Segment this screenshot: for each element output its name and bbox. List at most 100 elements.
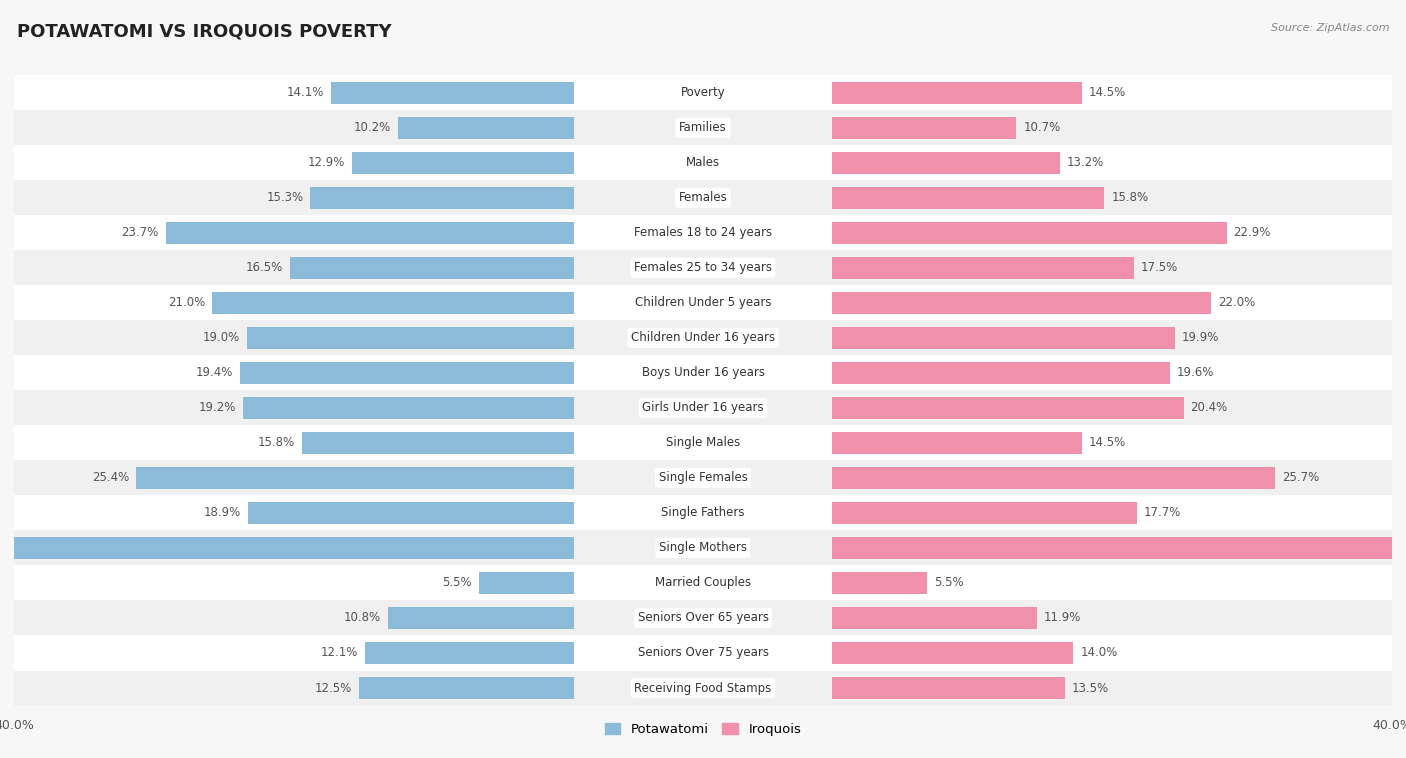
Text: Children Under 16 years: Children Under 16 years	[631, 331, 775, 344]
Text: 18.9%: 18.9%	[204, 506, 242, 519]
Bar	[14, 321, 1392, 356]
Text: 23.7%: 23.7%	[121, 227, 159, 240]
Text: 25.7%: 25.7%	[1282, 471, 1319, 484]
Bar	[311, 187, 574, 208]
Bar	[832, 642, 1073, 664]
Text: 10.8%: 10.8%	[344, 612, 381, 625]
Text: Single Females: Single Females	[658, 471, 748, 484]
Text: Married Couples: Married Couples	[655, 577, 751, 590]
Text: 12.9%: 12.9%	[308, 156, 344, 169]
Bar	[832, 432, 1083, 454]
Bar	[246, 327, 574, 349]
Text: Receiving Food Stamps: Receiving Food Stamps	[634, 681, 772, 694]
Text: Children Under 5 years: Children Under 5 years	[634, 296, 772, 309]
Bar	[832, 537, 1406, 559]
Text: Females 18 to 24 years: Females 18 to 24 years	[634, 227, 772, 240]
Text: Seniors Over 65 years: Seniors Over 65 years	[637, 612, 769, 625]
Text: Poverty: Poverty	[681, 86, 725, 99]
Bar	[832, 502, 1137, 524]
Bar	[14, 496, 1392, 531]
Bar	[14, 460, 1392, 496]
Bar	[14, 635, 1392, 671]
Bar	[398, 117, 574, 139]
Text: 15.3%: 15.3%	[266, 191, 304, 204]
Text: 14.5%: 14.5%	[1088, 86, 1126, 99]
Bar	[832, 607, 1038, 629]
Text: 21.0%: 21.0%	[167, 296, 205, 309]
Text: Males: Males	[686, 156, 720, 169]
Text: 17.7%: 17.7%	[1144, 506, 1181, 519]
Bar	[290, 257, 574, 279]
Text: 25.4%: 25.4%	[93, 471, 129, 484]
Bar	[832, 397, 1184, 418]
Bar	[14, 531, 1392, 565]
Bar	[352, 152, 574, 174]
Bar	[832, 362, 1170, 384]
Text: Single Fathers: Single Fathers	[661, 506, 745, 519]
Bar	[14, 390, 1392, 425]
Text: 13.2%: 13.2%	[1066, 156, 1104, 169]
Bar	[14, 250, 1392, 285]
Bar	[14, 285, 1392, 321]
Legend: Potawatomi, Iroquois: Potawatomi, Iroquois	[599, 717, 807, 741]
Bar	[330, 82, 574, 104]
Text: Females 25 to 34 years: Females 25 to 34 years	[634, 262, 772, 274]
Text: 10.7%: 10.7%	[1024, 121, 1060, 134]
Bar	[243, 397, 574, 418]
Bar	[832, 572, 927, 594]
Bar	[14, 356, 1392, 390]
Text: POTAWATOMI VS IROQUOIS POVERTY: POTAWATOMI VS IROQUOIS POVERTY	[17, 23, 391, 41]
Text: Girls Under 16 years: Girls Under 16 years	[643, 402, 763, 415]
Text: 22.9%: 22.9%	[1233, 227, 1271, 240]
Text: Single Males: Single Males	[666, 437, 740, 449]
Bar	[832, 82, 1083, 104]
Bar	[14, 215, 1392, 250]
Bar	[479, 572, 574, 594]
Bar	[14, 425, 1392, 460]
Bar	[832, 117, 1017, 139]
Bar	[832, 327, 1175, 349]
Bar	[832, 187, 1104, 208]
Bar	[832, 677, 1064, 699]
Bar	[14, 110, 1392, 146]
Text: Source: ZipAtlas.com: Source: ZipAtlas.com	[1271, 23, 1389, 33]
Text: 19.6%: 19.6%	[1177, 366, 1213, 379]
Text: 19.9%: 19.9%	[1182, 331, 1219, 344]
Bar	[239, 362, 574, 384]
Text: Families: Families	[679, 121, 727, 134]
Bar	[832, 222, 1226, 243]
Bar	[832, 257, 1133, 279]
Text: 22.0%: 22.0%	[1218, 296, 1256, 309]
Bar	[14, 600, 1392, 635]
Bar	[136, 467, 574, 489]
Bar	[14, 146, 1392, 180]
Text: 17.5%: 17.5%	[1140, 262, 1178, 274]
Bar	[832, 152, 1060, 174]
Text: 20.4%: 20.4%	[1191, 402, 1227, 415]
Text: 12.1%: 12.1%	[321, 647, 359, 659]
Text: 12.5%: 12.5%	[315, 681, 352, 694]
Bar	[14, 565, 1392, 600]
Bar	[832, 292, 1211, 314]
Text: 5.5%: 5.5%	[934, 577, 963, 590]
Text: Single Mothers: Single Mothers	[659, 541, 747, 554]
Text: 19.2%: 19.2%	[198, 402, 236, 415]
Text: 14.1%: 14.1%	[287, 86, 323, 99]
Bar	[359, 677, 574, 699]
Text: 14.0%: 14.0%	[1080, 647, 1118, 659]
Text: 15.8%: 15.8%	[257, 437, 295, 449]
Text: Boys Under 16 years: Boys Under 16 years	[641, 366, 765, 379]
Bar	[366, 642, 574, 664]
Text: 10.2%: 10.2%	[354, 121, 391, 134]
Bar	[14, 75, 1392, 110]
Text: Seniors Over 75 years: Seniors Over 75 years	[637, 647, 769, 659]
Text: 16.5%: 16.5%	[246, 262, 283, 274]
Bar	[166, 222, 574, 243]
Text: 19.0%: 19.0%	[202, 331, 239, 344]
Bar	[388, 607, 574, 629]
Text: 15.8%: 15.8%	[1111, 191, 1149, 204]
Bar	[14, 180, 1392, 215]
Bar	[0, 537, 574, 559]
Text: 13.5%: 13.5%	[1071, 681, 1109, 694]
Bar	[14, 671, 1392, 706]
